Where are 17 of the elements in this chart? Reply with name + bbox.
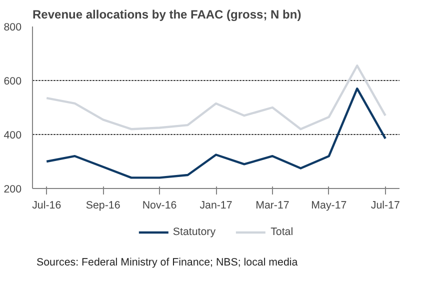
y-tick-label: 800 — [4, 22, 22, 34]
legend-label: Statutory — [172, 226, 216, 238]
legend-label: Total — [270, 226, 294, 238]
source-note: Sources: Federal Ministry of Finance; NBS; local media — [36, 256, 298, 268]
line-series — [46, 64, 386, 130]
x-tick-label: Jan-17 — [200, 200, 232, 212]
x-tick-label: Jul-17 — [370, 200, 400, 212]
x-tick-label: Jul-16 — [32, 200, 62, 212]
line-series — [46, 88, 386, 179]
x-tick-label: Nov-16 — [142, 200, 177, 212]
x-tick-label: Mar-17 — [256, 200, 290, 212]
chart-title: Revenue allocations by the FAAC (gross; N bn) — [32, 8, 302, 22]
x-tick-label: May-17 — [311, 200, 347, 212]
y-tick-label: 400 — [4, 130, 22, 142]
y-tick-label: 200 — [4, 184, 22, 196]
y-tick-label: 600 — [4, 76, 22, 88]
x-tick-label: Sep-16 — [86, 200, 120, 212]
